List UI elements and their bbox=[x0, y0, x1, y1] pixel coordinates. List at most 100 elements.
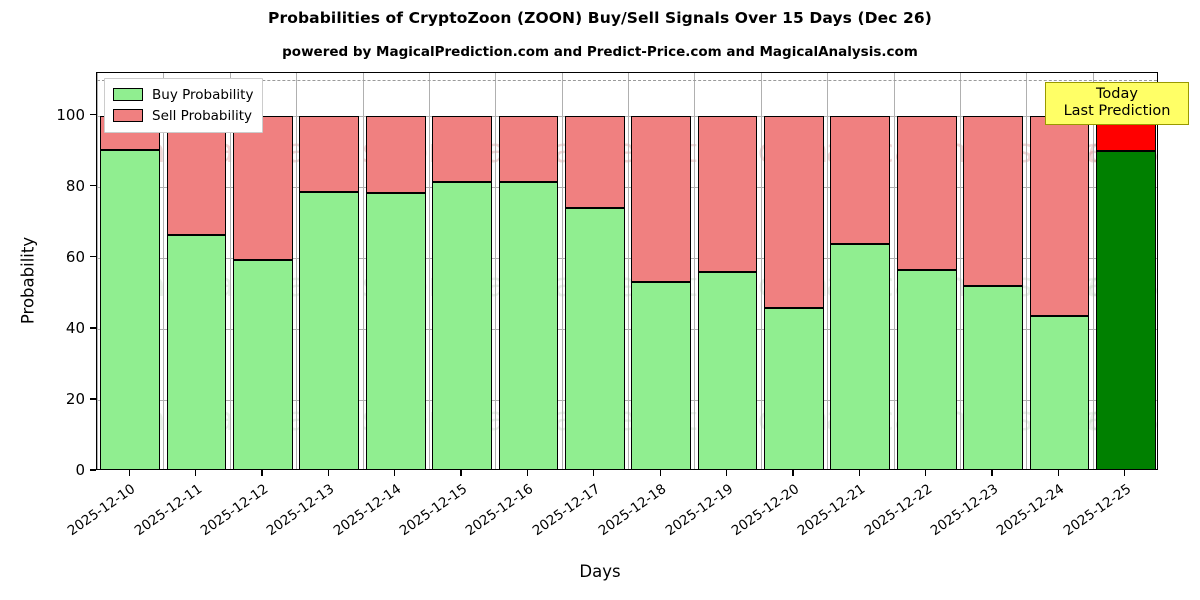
gridline-vertical bbox=[229, 73, 231, 469]
bar-group[interactable] bbox=[1095, 73, 1156, 469]
x-tick-mark bbox=[725, 470, 728, 476]
bar-segment-buy[interactable] bbox=[166, 235, 227, 469]
bar-segment-buy[interactable] bbox=[233, 259, 293, 469]
bar-segment-sell[interactable] bbox=[432, 115, 492, 182]
legend-item-buy: Buy Probability bbox=[113, 84, 253, 105]
x-tick-mark bbox=[526, 470, 529, 476]
bar-segment-buy[interactable] bbox=[697, 271, 758, 469]
x-tick-mark bbox=[128, 470, 130, 476]
chart-legend: Buy Probability Sell Probability bbox=[104, 78, 264, 133]
x-tick-mark bbox=[394, 470, 396, 476]
bar-segment-buy[interactable] bbox=[1095, 151, 1156, 469]
y-tick-mark bbox=[90, 469, 96, 471]
legend-label-buy: Buy Probability bbox=[152, 86, 254, 103]
x-tick-mark bbox=[460, 470, 462, 476]
gridline-horizontal bbox=[97, 257, 1157, 259]
chart-title: Probabilities of CryptoZoon (ZOON) Buy/S… bbox=[268, 9, 932, 27]
bar-group[interactable] bbox=[365, 73, 426, 469]
bar-segment-sell[interactable] bbox=[764, 115, 824, 309]
x-tick-mark bbox=[1057, 470, 1060, 476]
gridline-vertical bbox=[163, 73, 165, 469]
bar-segment-sell[interactable] bbox=[963, 115, 1023, 286]
y-tick-label: 80 bbox=[65, 176, 85, 195]
today-annotation-line1: Today bbox=[1096, 86, 1138, 102]
x-tick-mark bbox=[792, 470, 794, 476]
bar-segment-buy[interactable] bbox=[564, 208, 625, 469]
bar-segment-buy[interactable] bbox=[100, 150, 161, 469]
gridline-vertical bbox=[1092, 73, 1094, 469]
bar-segment-buy[interactable] bbox=[365, 193, 426, 469]
legend-swatch-sell bbox=[113, 109, 143, 122]
y-tick-label: 0 bbox=[75, 461, 85, 479]
bar-segment-buy[interactable] bbox=[498, 182, 559, 469]
bar-group[interactable] bbox=[564, 73, 625, 469]
bar-group[interactable] bbox=[896, 73, 957, 469]
bar-group[interactable] bbox=[100, 73, 161, 469]
bar-group[interactable] bbox=[1029, 73, 1090, 469]
bar-segment-buy[interactable] bbox=[631, 282, 692, 469]
bar-segment-buy[interactable] bbox=[1029, 315, 1090, 469]
bar-segment-sell[interactable] bbox=[697, 115, 758, 272]
gridline-vertical bbox=[296, 73, 298, 469]
gridline-horizontal bbox=[97, 328, 1157, 330]
x-tick-mark bbox=[659, 470, 661, 476]
legend-swatch-buy bbox=[113, 88, 143, 101]
bar-group[interactable] bbox=[166, 73, 227, 469]
y-tick-label: 40 bbox=[65, 318, 85, 337]
x-tick-mark bbox=[327, 470, 329, 476]
gridline-horizontal bbox=[97, 399, 1157, 401]
bar-group[interactable] bbox=[963, 73, 1023, 469]
bar-group[interactable] bbox=[764, 73, 824, 469]
gridline-vertical bbox=[959, 73, 961, 469]
bar-group[interactable] bbox=[432, 73, 492, 469]
bar-segment-buy[interactable] bbox=[896, 270, 957, 469]
bar-group[interactable] bbox=[299, 73, 360, 469]
gridline-vertical bbox=[561, 73, 563, 469]
gridline-vertical bbox=[628, 73, 629, 469]
legend-item-sell: Sell Probability bbox=[113, 105, 253, 126]
y-tick-label: 20 bbox=[65, 389, 85, 408]
bar-segment-sell[interactable] bbox=[365, 115, 426, 194]
bar-group[interactable] bbox=[498, 73, 559, 469]
bar-segment-sell[interactable] bbox=[498, 115, 559, 183]
x-axis-label: Days bbox=[579, 562, 621, 581]
bar-segment-sell[interactable] bbox=[233, 115, 293, 260]
bar-group[interactable] bbox=[233, 73, 293, 469]
x-tick-mark bbox=[925, 470, 927, 476]
bar-group[interactable] bbox=[697, 73, 758, 469]
y-tick-mark bbox=[90, 327, 96, 329]
bar-segment-sell[interactable] bbox=[166, 115, 227, 236]
bar-segment-sell[interactable] bbox=[564, 115, 625, 209]
x-tick-mark bbox=[858, 470, 860, 476]
reference-dashed-line bbox=[97, 80, 1157, 82]
x-tick-mark bbox=[991, 470, 993, 476]
gridline-vertical bbox=[694, 73, 696, 469]
gridline-vertical bbox=[97, 73, 98, 469]
legend-label-sell: Sell Probability bbox=[152, 107, 253, 124]
bar-segment-sell[interactable] bbox=[1029, 115, 1090, 316]
gridline-vertical bbox=[827, 73, 829, 469]
bar-segment-sell[interactable] bbox=[299, 115, 360, 193]
gridline-horizontal bbox=[97, 186, 1157, 188]
bar-group[interactable] bbox=[830, 73, 891, 469]
bar-segment-sell[interactable] bbox=[830, 115, 891, 245]
bar-segment-buy[interactable] bbox=[432, 181, 492, 469]
bar-segment-buy[interactable] bbox=[830, 244, 891, 469]
y-tick-mark bbox=[90, 113, 96, 116]
bar-segment-sell[interactable] bbox=[631, 115, 692, 283]
gridline-horizontal bbox=[97, 115, 1157, 117]
x-tick-mark bbox=[593, 470, 595, 476]
bar-group[interactable] bbox=[631, 73, 692, 469]
y-tick-mark bbox=[90, 185, 96, 187]
x-tick-mark bbox=[194, 470, 197, 476]
y-axis-label: Probability bbox=[18, 236, 38, 325]
bar-segment-buy[interactable] bbox=[764, 308, 824, 469]
bar-segment-sell[interactable] bbox=[896, 115, 957, 271]
bar-segment-buy[interactable] bbox=[299, 192, 360, 469]
y-tick-mark bbox=[90, 256, 96, 258]
chart-subtitle: powered by MagicalPrediction.com and Pre… bbox=[282, 44, 918, 60]
gridline-vertical bbox=[428, 73, 430, 469]
x-tick-mark bbox=[1124, 470, 1126, 476]
bar-segment-buy[interactable] bbox=[963, 285, 1023, 469]
